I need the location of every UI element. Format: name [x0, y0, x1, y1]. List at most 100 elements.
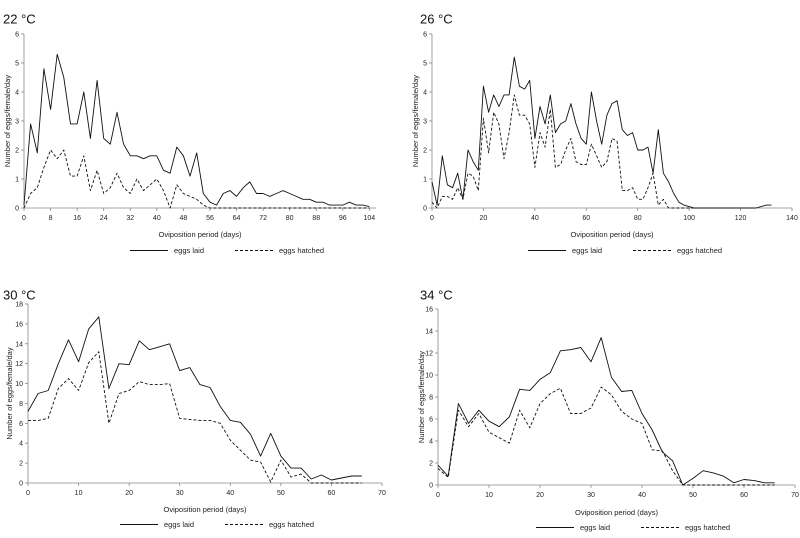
x-tick-label: 0: [22, 215, 26, 222]
x-axis-label: Oviposition period (days): [164, 505, 247, 514]
y-tick-label: 2: [15, 148, 19, 155]
x-tick-label: 60: [740, 492, 748, 499]
y-tick-label: 6: [15, 32, 19, 39]
y-tick-label: 0: [15, 206, 19, 213]
y-tick-label: 3: [15, 119, 19, 126]
y-tick-label: 12: [15, 361, 23, 368]
x-tick-label: 40: [153, 215, 161, 222]
x-tick-label: 30: [587, 492, 595, 499]
y-tick-label: 18: [15, 302, 23, 309]
y-tick-label: 12: [425, 351, 433, 358]
y-tick-label: 8: [429, 395, 433, 402]
x-tick-label: 96: [339, 215, 347, 222]
x-tick-label: 56: [206, 215, 214, 222]
y-tick-label: 3: [423, 119, 427, 126]
x-tick-label: 50: [689, 492, 697, 499]
series-line-eggs-laid: [437, 337, 775, 486]
x-tick-label: 10: [485, 492, 493, 499]
y-tick-label: 4: [429, 439, 433, 446]
series-line-eggs-laid: [431, 56, 772, 209]
series-line-eggs-hatched: [437, 386, 775, 486]
y-tick-label: 4: [15, 90, 19, 97]
x-axis-label: Oviposition period (days): [571, 230, 654, 239]
x-tick-label: 0: [436, 492, 440, 499]
x-tick-label: 80: [634, 215, 642, 222]
x-tick-label: 50: [277, 490, 285, 497]
legend-label: eggs hatched: [677, 246, 722, 255]
y-tick-label: 4: [423, 90, 427, 97]
x-axis-label: Oviposition period (days): [575, 508, 658, 517]
y-tick-label: 10: [15, 381, 23, 388]
series-line-eggs-hatched: [28, 351, 362, 484]
y-tick-label: 1: [15, 177, 19, 184]
legend-label: eggs laid: [164, 520, 194, 529]
x-tick-label: 8: [49, 215, 53, 222]
y-tick-label: 16: [425, 307, 433, 314]
y-tick-label: 6: [423, 32, 427, 39]
y-tick-label: 1: [423, 177, 427, 184]
panel-title: 26 °C: [420, 12, 453, 27]
y-tick-label: 10: [425, 373, 433, 380]
legend-label: eggs laid: [174, 246, 204, 255]
y-axis-label: Number of eggs/female/day: [417, 351, 426, 443]
x-tick-label: 32: [126, 215, 134, 222]
legend-label: eggs hatched: [685, 523, 730, 532]
y-tick-label: 0: [19, 481, 23, 488]
x-tick-label: 0: [26, 490, 30, 497]
x-tick-label: 10: [75, 490, 83, 497]
x-tick-label: 88: [312, 215, 320, 222]
x-tick-label: 70: [791, 492, 799, 499]
series-line-eggs-hatched: [23, 149, 370, 209]
legend-label: eggs hatched: [269, 520, 314, 529]
y-axis-label: Number of eggs/female/day: [411, 75, 420, 167]
x-tick-label: 72: [259, 215, 267, 222]
y-tick-label: 14: [425, 329, 433, 336]
x-tick-label: 24: [100, 215, 108, 222]
x-tick-label: 70: [378, 490, 386, 497]
x-tick-label: 16: [73, 215, 81, 222]
panel-title: 30 °C: [3, 288, 36, 303]
x-tick-label: 0: [430, 215, 434, 222]
x-tick-label: 40: [638, 492, 646, 499]
x-tick-label: 100: [683, 215, 695, 222]
y-tick-label: 0: [423, 206, 427, 213]
y-tick-label: 2: [423, 148, 427, 155]
x-tick-label: 104: [364, 215, 376, 222]
x-tick-label: 20: [480, 215, 488, 222]
series-line-eggs-laid: [23, 53, 370, 208]
legend-label: eggs laid: [572, 246, 602, 255]
y-tick-label: 14: [15, 341, 23, 348]
y-tick-label: 2: [19, 461, 23, 468]
panel-title: 22 °C: [3, 12, 36, 27]
x-tick-label: 20: [125, 490, 133, 497]
y-tick-label: 6: [19, 421, 23, 428]
x-tick-label: 30: [176, 490, 184, 497]
panel-title: 34 °C: [420, 288, 453, 303]
y-tick-label: 5: [15, 61, 19, 68]
x-tick-label: 60: [328, 490, 336, 497]
y-axis-label: Number of eggs/female/day: [5, 347, 14, 439]
x-tick-label: 120: [735, 215, 747, 222]
y-tick-label: 6: [429, 417, 433, 424]
y-axis-label: Number of eggs/female/day: [3, 75, 12, 167]
x-tick-label: 60: [582, 215, 590, 222]
y-tick-label: 0: [429, 483, 433, 490]
x-tick-label: 20: [536, 492, 544, 499]
x-tick-label: 140: [786, 215, 798, 222]
chart-panel-2: 30 °C 0 2 4 6 8 10 12 14 16 18 0 10 20 30 40 50 60 70 Ovipo…: [3, 288, 386, 529]
x-tick-label: 40: [531, 215, 539, 222]
y-tick-label: 16: [15, 321, 23, 328]
y-tick-label: 8: [19, 401, 23, 408]
y-tick-label: 5: [423, 61, 427, 68]
series-line-eggs-laid: [27, 316, 362, 481]
x-tick-label: 80: [286, 215, 294, 222]
chart-panel-3: 34 °C 0 2 4 6 8 10 12 14 16 0 10 20 30 40 50 60 70 Oviposi…: [417, 288, 799, 532]
x-tick-label: 48: [179, 215, 187, 222]
x-axis-label: Oviposition period (days): [159, 230, 242, 239]
series-line-eggs-hatched: [431, 94, 715, 209]
legend-label: eggs hatched: [279, 246, 324, 255]
legend-label: eggs laid: [580, 523, 610, 532]
